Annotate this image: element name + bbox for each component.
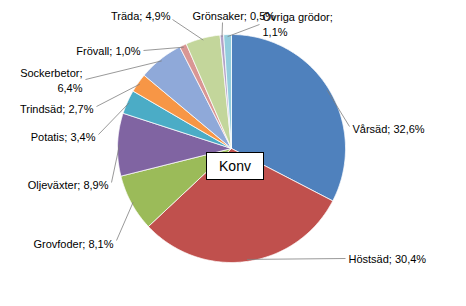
svg-text:Potatis; 3,4%: Potatis; 3,4% — [31, 131, 96, 143]
svg-text:Vårsäd; 32,6%: Vårsäd; 32,6% — [353, 123, 425, 135]
svg-text:Träda; 4,9%: Träda; 4,9% — [111, 10, 171, 22]
svg-text:Grönsaker; 0,5%: Grönsaker; 0,5% — [192, 10, 275, 23]
svg-text:Höstsäd; 30,4%: Höstsäd; 30,4% — [349, 253, 427, 265]
svg-text:Sockerbetor;6,4%: Sockerbetor;6,4% — [20, 67, 83, 94]
svg-text:Övriga grödor;1,1%: Övriga grödor;1,1% — [263, 11, 333, 38]
svg-text:Frövall; 1,0%: Frövall; 1,0% — [76, 45, 140, 57]
svg-text:Trindsäd; 2,7%: Trindsäd; 2,7% — [20, 103, 94, 115]
svg-text:Grovfoder; 8,1%: Grovfoder; 8,1% — [33, 238, 113, 250]
svg-text:Oljeväxter; 8,9%: Oljeväxter; 8,9% — [28, 179, 109, 191]
html-text:Konv: Konv — [219, 158, 251, 174]
